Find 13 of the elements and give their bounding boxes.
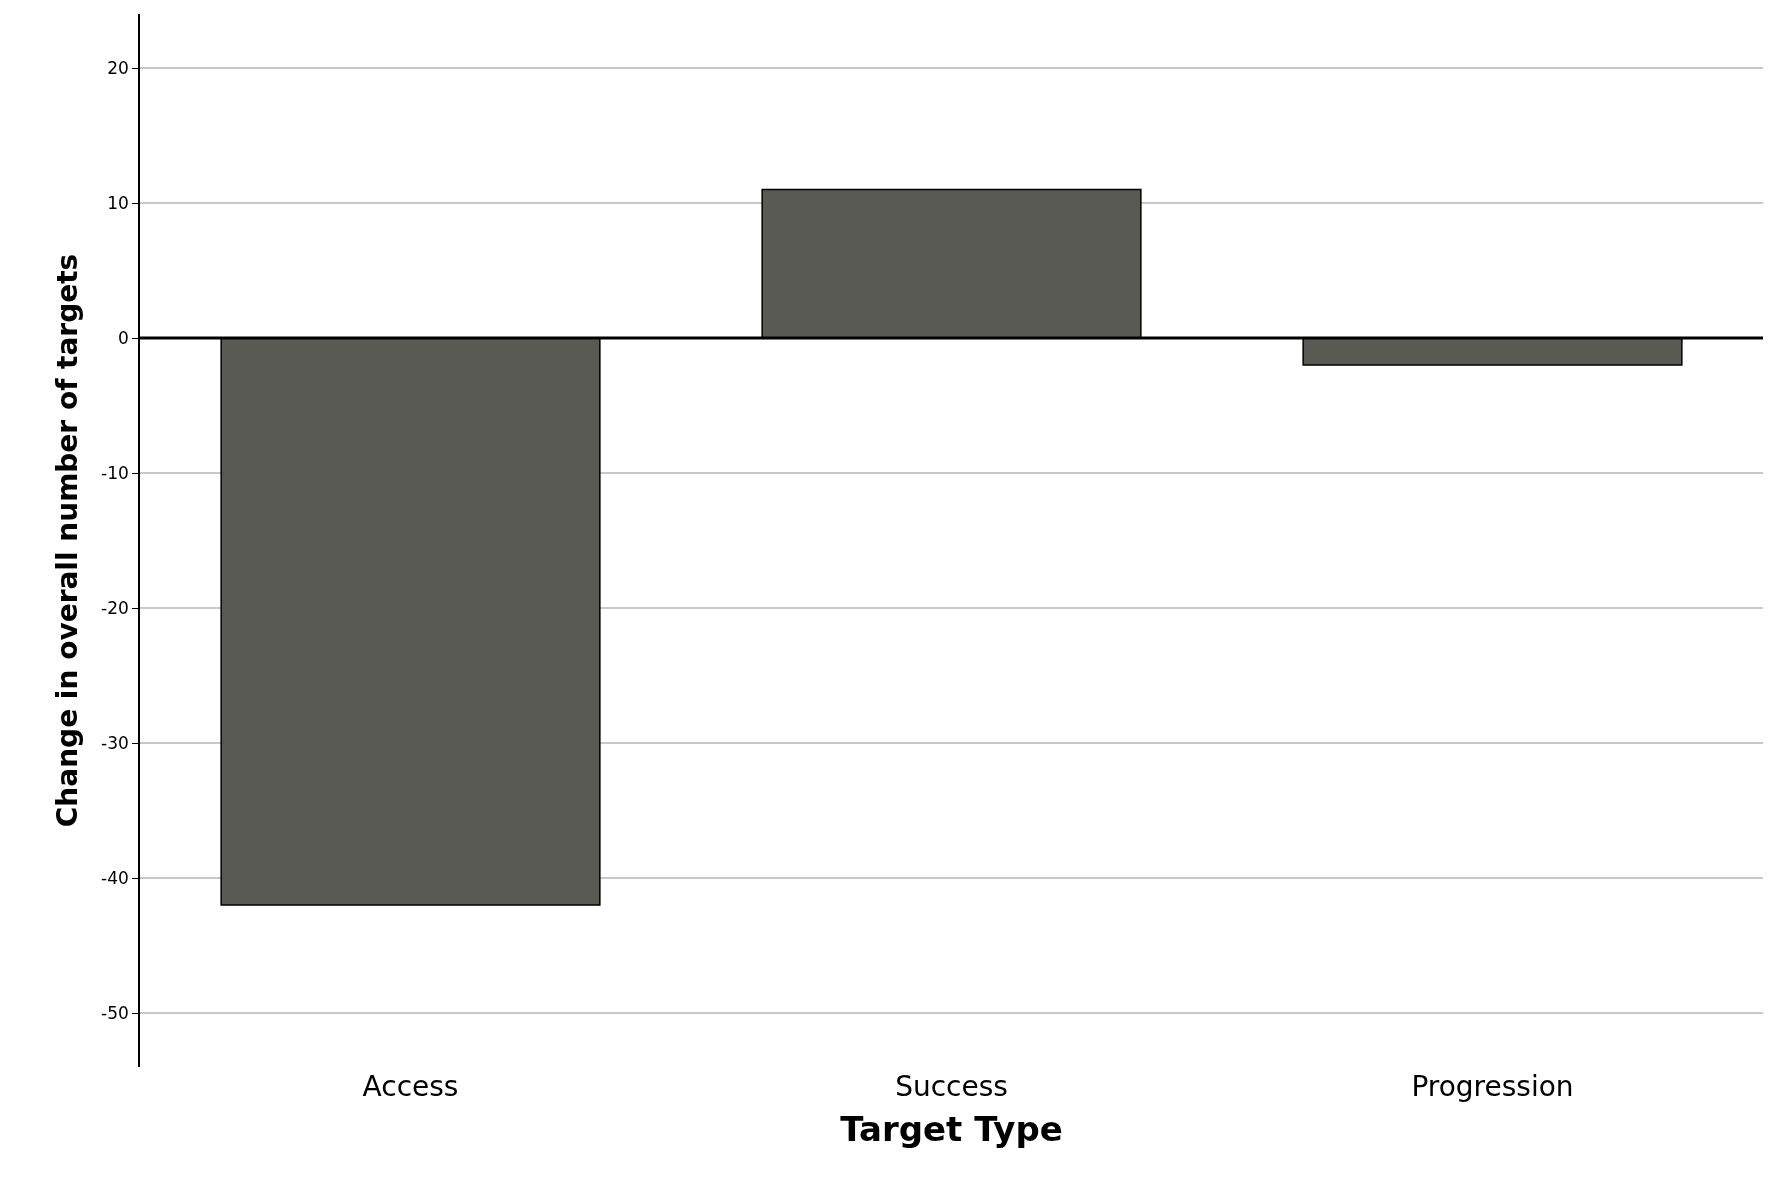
y-tick-label: -40 (101, 867, 129, 888)
x-tick-label: Success (895, 1070, 1008, 1103)
y-tick-label: 20 (107, 57, 129, 78)
x-tick-label: Progression (1411, 1070, 1574, 1103)
x-axis-title: Target Type (840, 1109, 1063, 1150)
x-tick-label: Access (362, 1070, 459, 1103)
y-tick-label: 0 (118, 327, 129, 348)
y-tick-label: -10 (101, 462, 129, 483)
y-tick-label: -50 (101, 1002, 129, 1023)
y-tick-label: 10 (107, 192, 129, 213)
y-tick-label: -30 (101, 732, 129, 753)
y-tick-label: -20 (101, 597, 129, 618)
y-axis-title: Change in overall number of targets (51, 253, 85, 828)
